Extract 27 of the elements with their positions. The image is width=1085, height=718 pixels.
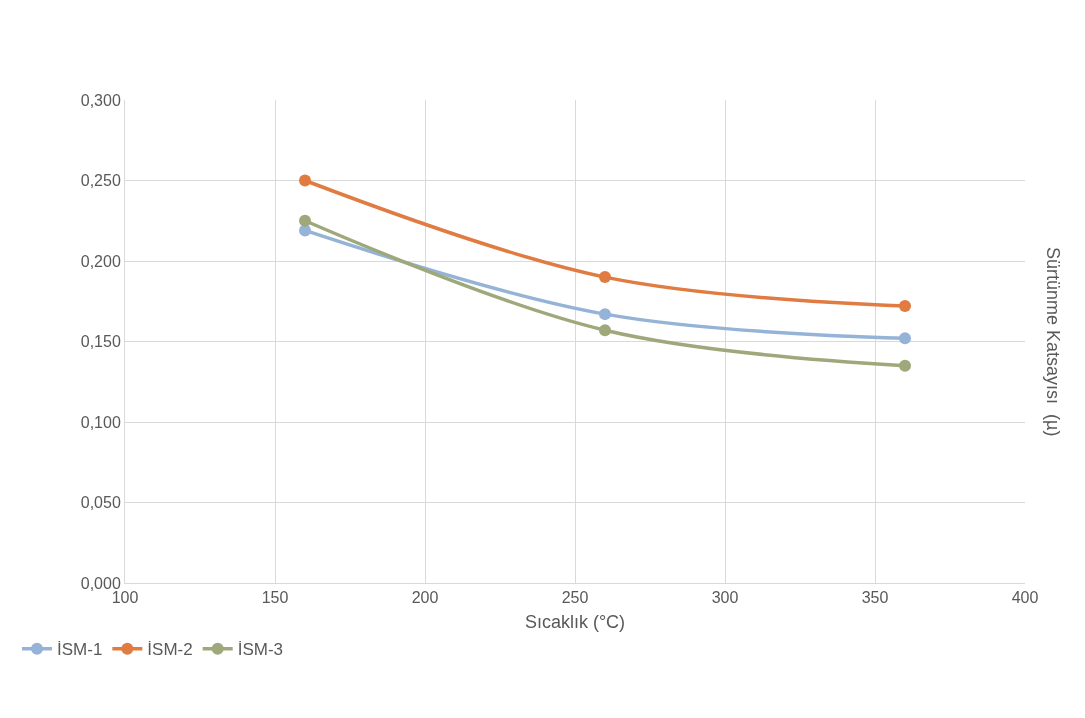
- point: [599, 308, 611, 321]
- point: [299, 214, 311, 227]
- y-tick-label: 0,250: [80, 172, 121, 190]
- x-tick-label: 100: [111, 589, 139, 607]
- y-axis-title: Sürtünme Katsayısı (µ): [1043, 247, 1063, 437]
- point: [899, 300, 911, 313]
- x-tick-label: 350: [861, 589, 889, 607]
- point: [599, 324, 611, 337]
- y-tick-label: 0,300: [80, 91, 121, 109]
- y-tick-label: 0,200: [80, 252, 121, 270]
- x-tick-label: 300: [711, 589, 739, 607]
- y-tick-label: 0,150: [80, 333, 121, 351]
- legend-label: İSM-2: [147, 640, 193, 660]
- x-tick-label: 150: [261, 589, 289, 607]
- y-tick-label: 0,100: [80, 413, 121, 431]
- point: [299, 174, 311, 187]
- y-tick-label: 0,000: [80, 574, 121, 592]
- x-tick-label: 400: [1011, 589, 1039, 607]
- legend-label: İSM-3: [237, 640, 284, 660]
- point: [899, 332, 911, 345]
- y-tick-label: 0,050: [80, 494, 121, 512]
- x-tick-label: 200: [411, 589, 439, 607]
- x-axis-title: Sıcaklık (°C): [524, 612, 626, 633]
- x-tick-label: 250: [561, 589, 589, 607]
- point: [899, 359, 911, 372]
- point: [599, 271, 611, 284]
- legend-label: İSM-1: [57, 640, 103, 660]
